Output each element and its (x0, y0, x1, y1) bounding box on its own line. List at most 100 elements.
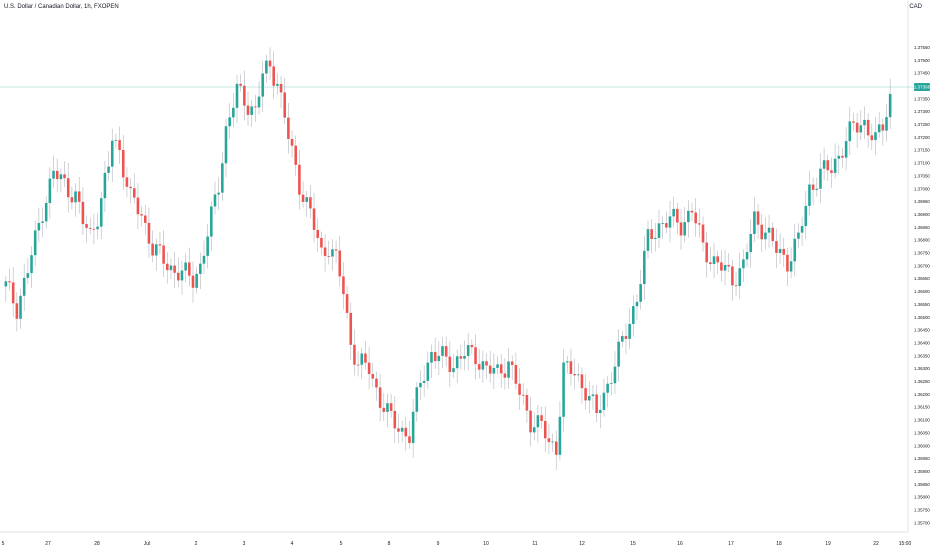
x-tick-label: 19 (825, 541, 831, 547)
candle-up (804, 205, 808, 227)
candle-down (595, 394, 598, 414)
candle-up (37, 222, 41, 231)
candle-up (452, 368, 455, 373)
candle-down (371, 374, 375, 379)
candle-down (676, 208, 679, 223)
candle-up (621, 336, 624, 342)
candle-down (162, 245, 165, 264)
candle-up (99, 198, 103, 227)
candle-down (444, 346, 448, 357)
candle-down (158, 244, 162, 246)
candle-up (305, 197, 309, 202)
candle-up (426, 362, 430, 381)
candle-down (433, 351, 437, 362)
candle-up (753, 211, 756, 235)
candle-down (129, 186, 132, 189)
candle-down (342, 276, 345, 295)
candle-up (742, 259, 745, 269)
candle-down (88, 227, 92, 229)
candle-up (331, 249, 334, 257)
candle-down (147, 222, 151, 244)
y-tick-label: 1.36650 (914, 276, 930, 281)
y-tick-label: 1.36250 (914, 379, 930, 384)
candle-up (749, 234, 753, 253)
x-tick-label: 16 (677, 541, 683, 547)
candle-up (154, 244, 158, 256)
candle-up (481, 361, 485, 370)
candle-up (4, 281, 8, 287)
candle-up (224, 126, 228, 164)
candle-up (441, 346, 444, 356)
candle-up (683, 222, 686, 236)
candle-up (672, 208, 675, 217)
candle-down (855, 122, 859, 133)
candle-down (246, 105, 250, 115)
candle-down (521, 394, 525, 396)
y-tick-label: 1.36950 (914, 199, 930, 204)
candle-down (323, 247, 327, 257)
candle-down (841, 155, 844, 158)
candle-down (720, 262, 723, 271)
y-tick-label: 1.36000 (914, 443, 930, 448)
last-price-badge (914, 82, 930, 91)
candle-down (543, 420, 547, 439)
candle-up (602, 392, 606, 410)
candle-up (232, 107, 235, 118)
y-tick-label: 1.36200 (914, 392, 930, 397)
candle-down (525, 395, 529, 411)
candle-down (166, 263, 169, 271)
y-tick-label: 1.35950 (914, 456, 930, 461)
candle-down (345, 294, 349, 313)
candle-down (151, 243, 154, 256)
y-tick-label: 1.35700 (914, 520, 930, 525)
candle-down (132, 188, 136, 198)
x-tick-label: 3 (243, 541, 246, 547)
y-tick-label: 1.37200 (914, 135, 930, 140)
candle-down (518, 383, 521, 395)
candle-up (74, 191, 77, 203)
y-tick-label: 1.35900 (914, 469, 930, 474)
candle-down (77, 191, 81, 202)
candle-down (584, 388, 587, 401)
candle-up (789, 261, 793, 272)
x-tick-label: 15:00 (899, 541, 912, 547)
candle-up (261, 73, 264, 97)
candle-up (646, 229, 650, 251)
candle-up (276, 83, 279, 86)
candle-up (767, 227, 771, 233)
x-tick-label: 27 (45, 541, 51, 547)
candle-up (643, 250, 646, 285)
candle-down (283, 92, 286, 118)
candle-up (221, 163, 224, 193)
y-tick-label: 1.37500 (914, 58, 930, 63)
candle-down (665, 223, 668, 228)
candle-up (764, 232, 767, 240)
candle-up (199, 263, 202, 274)
candle-up (400, 427, 404, 432)
candle-up (745, 252, 749, 260)
candle-up (833, 158, 837, 173)
candle-down (85, 224, 88, 228)
last-price-text: 1.37396 (914, 85, 931, 90)
candle-up (180, 270, 184, 281)
candle-up (591, 394, 595, 397)
chart-title: U.S. Dollar / Canadian Dollar, 1h, FXOPE… (4, 4, 119, 10)
candle-down (569, 361, 573, 374)
candle-down (81, 201, 85, 225)
candle-up (455, 356, 459, 369)
candle-up (562, 362, 565, 417)
y-tick-label: 1.36500 (914, 315, 930, 320)
candles-layer (4, 47, 892, 470)
candle-up (808, 184, 811, 206)
candle-up (235, 83, 239, 108)
y-axis-ticks: 1.375501.375001.374501.374001.373501.373… (914, 45, 930, 525)
candle-down (279, 83, 283, 93)
candle-up (606, 383, 609, 393)
candle-down (272, 66, 275, 86)
x-tick-label: 5 (340, 541, 343, 547)
candle-down (382, 407, 386, 412)
candle-down (316, 229, 320, 238)
candle-up (635, 301, 639, 307)
candle-up (888, 93, 892, 118)
